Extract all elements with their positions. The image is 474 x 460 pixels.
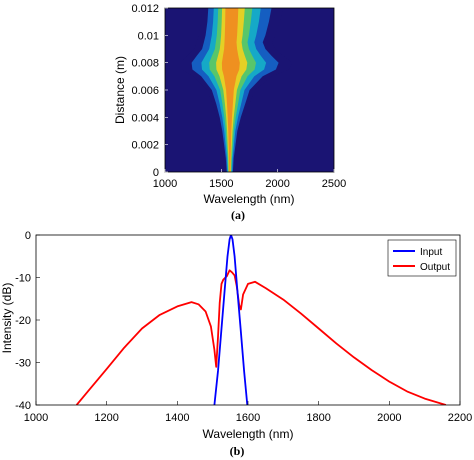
panel-b-y-tick-label: 0 (25, 230, 31, 242)
panel-a-y-axis-label: Distance (m) (113, 56, 127, 124)
panel-b-y-tick-label: -10 (15, 273, 31, 285)
panel-b-chart: 1000 1200 1400 1600 1800 2000 2200 0 -10 -20 -30 -… (0, 230, 472, 458)
panel-b-label: (b) (230, 444, 245, 458)
panel-b-x-tick-label: 1600 (236, 412, 260, 424)
panel-a-chart: 1000 1500 2000 2500 0 0.002 0.004 0.006 0.008 0.… (113, 3, 346, 222)
panel-b-x-tick-label: 1800 (306, 412, 330, 424)
legend-output-label: Output (420, 262, 450, 273)
heatmap-intensity-layer (221, 8, 240, 172)
panel-a-y-tick-label: 0.006 (131, 85, 159, 97)
panel-a-x-tick-label: 1500 (209, 178, 233, 190)
series-input-line (213, 235, 249, 405)
panel-a-label: (a) (231, 208, 245, 222)
panel-b-lines (75, 235, 447, 405)
series-output-line (75, 269, 447, 405)
panel-b-y-tick-label: -40 (15, 400, 31, 412)
legend-box (387, 239, 457, 277)
panel-b-x-ticks: 1000 1200 1400 1600 1800 2000 2200 (24, 401, 472, 424)
legend-input-label: Input (420, 247, 442, 258)
panel-a-x-tick-label: 1000 (153, 178, 177, 190)
panel-b-x-axis-label: Wavelength (nm) (203, 427, 294, 441)
panel-b-x-tick-label: 1400 (165, 412, 189, 424)
panel-a-y-tick-label: 0.01 (138, 30, 159, 42)
panel-b-x-tick-label: 1000 (24, 412, 48, 424)
panel-a-y-tick-label: 0.002 (131, 140, 159, 152)
heatmap-layers (180, 8, 293, 172)
panel-a-y-tick-label: 0.008 (131, 58, 159, 70)
panel-a-y-tick-label: 0 (153, 167, 159, 179)
panel-a-x-ticks: 1000 1500 2000 2500 (153, 169, 346, 190)
panel-b-y-tick-label: -30 (15, 358, 31, 370)
panel-b-x-tick-label: 1200 (94, 412, 118, 424)
panel-a-y-tick-label: 0.012 (131, 3, 159, 15)
panel-a-x-axis-label: Wavelength (nm) (204, 192, 295, 206)
panel-b-x-tick-label: 2000 (377, 412, 401, 424)
panel-b-y-ticks: 0 -10 -20 -30 -40 (15, 230, 40, 412)
panel-a-y-ticks: 0 0.002 0.004 0.006 0.008 0.01 0.012 (131, 3, 168, 179)
panel-a-x-tick-label: 2000 (265, 178, 289, 190)
panel-a-y-tick-label: 0.004 (131, 112, 159, 124)
panel-b-legend: Input Output (387, 239, 457, 277)
panel-b-x-tick-label: 2200 (448, 412, 472, 424)
panel-a-x-tick-label: 2500 (322, 178, 346, 190)
panel-b-y-tick-label: -20 (15, 315, 31, 327)
panel-b-y-axis-label: Intensity (dB) (0, 283, 14, 354)
